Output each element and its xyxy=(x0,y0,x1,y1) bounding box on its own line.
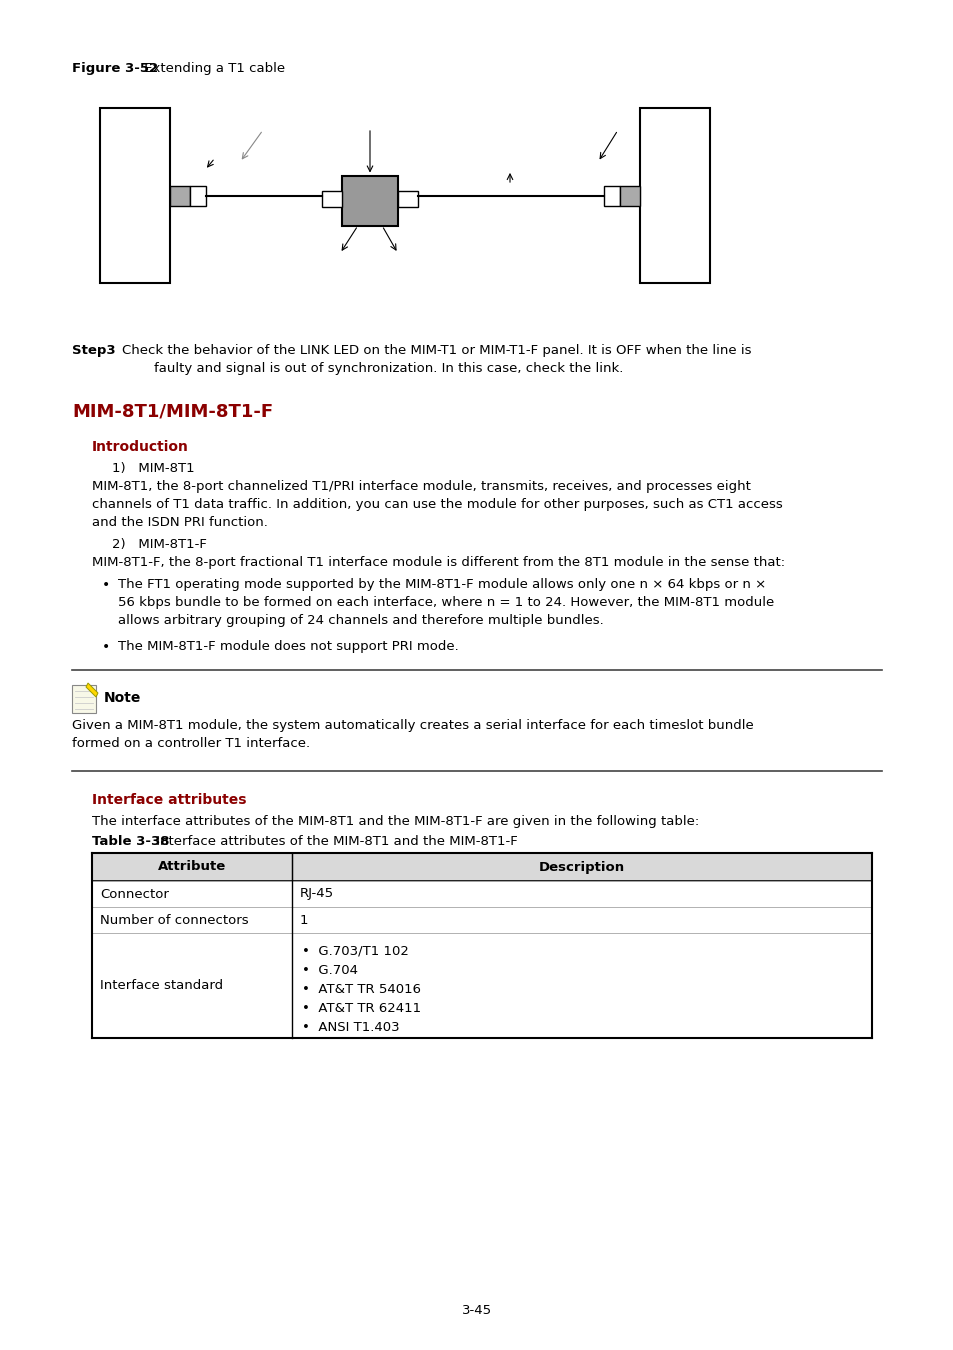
Text: 3-45: 3-45 xyxy=(461,1304,492,1316)
Polygon shape xyxy=(86,683,98,697)
Text: Interface attributes of the MIM-8T1 and the MIM-8T1-F: Interface attributes of the MIM-8T1 and … xyxy=(152,836,517,848)
Text: 1: 1 xyxy=(299,914,308,926)
Text: •  AT&T TR 62411: • AT&T TR 62411 xyxy=(302,1002,420,1015)
Text: Introduction: Introduction xyxy=(91,440,189,454)
Bar xyxy=(170,185,190,205)
Text: Attribute: Attribute xyxy=(157,860,226,873)
Bar xyxy=(603,185,619,205)
Bar xyxy=(397,190,417,207)
Text: formed on a controller T1 interface.: formed on a controller T1 interface. xyxy=(71,737,310,751)
Text: Table 3-38: Table 3-38 xyxy=(91,836,170,848)
Bar xyxy=(292,907,871,933)
Text: •: • xyxy=(102,640,111,653)
Bar xyxy=(341,176,397,225)
Bar xyxy=(91,853,871,882)
Text: Note: Note xyxy=(104,691,141,705)
Text: The interface attributes of the MIM-8T1 and the MIM-8T1-F are given in the follo: The interface attributes of the MIM-8T1 … xyxy=(91,815,699,828)
Text: Step3: Step3 xyxy=(71,344,115,356)
Text: Extending a T1 cable: Extending a T1 cable xyxy=(140,62,285,76)
Bar xyxy=(322,190,341,207)
Bar xyxy=(292,933,871,1038)
Text: Given a MIM-8T1 module, the system automatically creates a serial interface for : Given a MIM-8T1 module, the system autom… xyxy=(71,720,753,732)
Text: •  G.703/T1 102: • G.703/T1 102 xyxy=(302,945,409,958)
Text: The MIM-8T1-F module does not support PRI mode.: The MIM-8T1-F module does not support PR… xyxy=(118,640,458,653)
Bar xyxy=(190,185,206,205)
Text: 2)   MIM-8T1-F: 2) MIM-8T1-F xyxy=(112,539,207,551)
Text: MIM-8T1-F, the 8-port fractional T1 interface module is different from the 8T1 m: MIM-8T1-F, the 8-port fractional T1 inte… xyxy=(91,556,784,568)
Bar xyxy=(292,882,871,907)
Text: channels of T1 data traffic. In addition, you can use the module for other purpo: channels of T1 data traffic. In addition… xyxy=(91,498,781,512)
Bar xyxy=(619,185,639,205)
Text: •  ANSI T1.403: • ANSI T1.403 xyxy=(302,1021,399,1034)
Text: 56 kbps bundle to be formed on each interface, where n = 1 to 24. However, the M: 56 kbps bundle to be formed on each inte… xyxy=(118,595,774,609)
Bar xyxy=(91,882,292,907)
Text: RJ-45: RJ-45 xyxy=(299,887,334,900)
Text: faulty and signal is out of synchronization. In this case, check the link.: faulty and signal is out of synchronizat… xyxy=(153,362,622,375)
Text: and the ISDN PRI function.: and the ISDN PRI function. xyxy=(91,516,268,529)
Text: Description: Description xyxy=(538,860,624,873)
Bar xyxy=(71,684,96,713)
Bar xyxy=(639,108,709,284)
Text: Check the behavior of the LINK LED on the MIM-T1 or MIM-T1-F panel. It is OFF wh: Check the behavior of the LINK LED on th… xyxy=(122,344,751,356)
Bar xyxy=(91,933,292,1038)
Bar xyxy=(91,907,292,933)
Text: The FT1 operating mode supported by the MIM-8T1-F module allows only one n × 64 : The FT1 operating mode supported by the … xyxy=(118,578,765,591)
Text: allows arbitrary grouping of 24 channels and therefore multiple bundles.: allows arbitrary grouping of 24 channels… xyxy=(118,614,603,626)
Text: Number of connectors: Number of connectors xyxy=(100,914,249,926)
Text: MIM-8T1, the 8-port channelized T1/PRI interface module, transmits, receives, an: MIM-8T1, the 8-port channelized T1/PRI i… xyxy=(91,481,750,493)
Text: •  AT&T TR 54016: • AT&T TR 54016 xyxy=(302,983,420,996)
Text: MIM-8T1/MIM-8T1-F: MIM-8T1/MIM-8T1-F xyxy=(71,402,273,420)
Text: Interface attributes: Interface attributes xyxy=(91,792,246,807)
Text: •: • xyxy=(102,578,111,593)
Text: Connector: Connector xyxy=(100,887,169,900)
Text: Interface standard: Interface standard xyxy=(100,979,223,992)
Text: 1)   MIM-8T1: 1) MIM-8T1 xyxy=(112,462,194,475)
Text: Figure 3-52: Figure 3-52 xyxy=(71,62,158,76)
Bar xyxy=(100,108,170,284)
Text: •  G.704: • G.704 xyxy=(302,964,357,977)
